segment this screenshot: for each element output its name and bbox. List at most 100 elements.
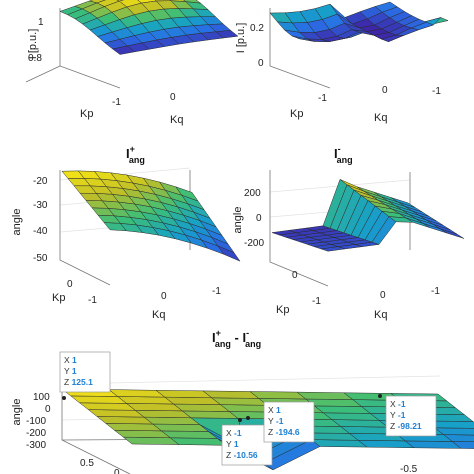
z-tick-5-0: 100 xyxy=(33,392,50,403)
title-4: I-ang xyxy=(334,144,353,165)
title-5-sup2: - xyxy=(246,328,249,338)
z-axis-label-2: I [p.u.] xyxy=(235,23,247,54)
plot-current-magnitude-2: 0.2 0 I [p.u.] -1 0 -1 Kp Kq xyxy=(235,1,449,124)
z-axis-label-1: I [p.u.] xyxy=(27,29,39,60)
title-5-sub2: ang xyxy=(245,339,261,349)
z-tick-4-0: 200 xyxy=(244,188,261,199)
y-tick-4-0: 0 xyxy=(380,290,386,301)
title-5-sub: ang xyxy=(215,339,231,349)
datatip-1[interactable]: X -1Y 1Z -10.56 xyxy=(221,418,273,466)
y-tick-3-0: 0 xyxy=(161,291,167,302)
y-tick-2-1: -1 xyxy=(432,86,441,97)
datatip-0-marker xyxy=(62,396,66,400)
datatip-1-x: X -1 xyxy=(226,428,242,438)
datatip-1-marker xyxy=(238,418,242,422)
z-axis-label-5: angle xyxy=(11,399,23,426)
z-axis-label-3: angle xyxy=(11,209,23,236)
title-4-sup: - xyxy=(338,144,341,154)
z-tick-5-4: -300 xyxy=(26,440,46,451)
datatip-1-y: Y 1 xyxy=(226,439,239,449)
datatip-3-marker xyxy=(378,394,382,398)
x-tick-5-1: 0 xyxy=(114,468,120,474)
x-tick-5-0: 0.5 xyxy=(80,458,94,469)
title-4-main: I xyxy=(334,146,338,161)
datatip-2-marker xyxy=(246,416,250,420)
datatip-0-z: Z 125.1 xyxy=(64,377,93,387)
surface-2-patch-0-7 xyxy=(374,1,398,13)
x-axis-label-1: Kp xyxy=(80,108,93,120)
title-5-sup: + xyxy=(216,328,221,338)
datatip-3[interactable]: X -1Y -1Z -98.21 xyxy=(378,394,437,437)
title-5: I+ ang - I-ang xyxy=(212,328,261,349)
z-tick-5-3: -200 xyxy=(26,428,46,439)
datatip-2-z: Z -194.6 xyxy=(268,427,300,437)
title-4-sub: ang xyxy=(337,155,353,165)
datatip-3-z: Z -98.21 xyxy=(390,421,422,431)
datatip-2-x: X 1 xyxy=(268,405,281,415)
datatip-1-box xyxy=(221,424,273,466)
surface-5-patch-7-7 xyxy=(451,441,474,449)
surface-1-patch-1-3 xyxy=(116,0,125,2)
datatip-0[interactable]: X 1Y 1Z 125.1 xyxy=(59,351,111,400)
datatip-3-box xyxy=(385,395,437,437)
title-5-main: I xyxy=(212,330,216,345)
surface-5-patch-6-7 xyxy=(442,434,474,443)
axis-box-2 xyxy=(269,8,331,89)
surface-mesh-4 xyxy=(271,178,465,252)
datatip-0-x: X 1 xyxy=(64,355,77,365)
x-tick-4-0: 0 xyxy=(292,270,298,281)
datatip-0-box xyxy=(59,351,111,393)
x-tick-1-0: -1 xyxy=(112,97,121,108)
y-tick-5-0: -0.5 xyxy=(400,464,418,474)
grid-back-5 xyxy=(61,375,441,385)
x-axis-label-2: Kp xyxy=(290,108,303,120)
y-axis-label-4: Kq xyxy=(374,309,387,321)
z-tick-5-1: 0 xyxy=(45,404,51,415)
plot-positive-angle: I+ ang -20 -30 -40 -50 angle 0 -1 0 -1 Kp… xyxy=(11,144,241,321)
datatip-0-y: Y 1 xyxy=(64,366,77,376)
datatip-2[interactable]: X 1Y -1Z -194.6 xyxy=(246,401,315,443)
y-axis-label-3: Kq xyxy=(152,309,165,321)
datatip-3-y: Y -1 xyxy=(390,410,406,420)
axis-box-3 xyxy=(59,170,111,286)
z-axis-label-4: angle xyxy=(232,207,244,234)
title-3-sup: + xyxy=(130,144,135,154)
surface-1-patch-0-2 xyxy=(88,0,106,4)
z-tick-5-2: -100 xyxy=(26,416,46,427)
surface-mesh-1 xyxy=(59,0,239,55)
z-tick-1-1: 0.8 xyxy=(28,53,42,64)
datatip-1-z: Z -10.56 xyxy=(226,450,258,460)
plot-angle-difference: I+ ang - I-ang 100 0 -100 -200 -300 angle… xyxy=(11,328,474,474)
x-axis-label-3: Kp xyxy=(52,292,65,304)
y-tick-3-1: -1 xyxy=(212,286,221,297)
surface-4-patch-7-7 xyxy=(439,228,465,239)
axis-box-4 xyxy=(269,170,329,287)
z-tick-3-1: -30 xyxy=(33,200,48,211)
z-tick-3-3: -50 xyxy=(33,253,48,264)
y-axis-label-1: Kq xyxy=(170,114,183,126)
title-3: I+ ang xyxy=(126,144,145,165)
y-tick-2-0: 0 xyxy=(382,85,388,96)
title-5-mid: - I xyxy=(231,330,246,345)
y-axis-label-2: Kq xyxy=(374,112,387,124)
z-tick-4-1: 0 xyxy=(256,213,262,224)
z-tick-3-0: -20 xyxy=(33,176,48,187)
surface-mesh-3 xyxy=(61,170,241,262)
axis-base-1 xyxy=(25,65,61,83)
surface-3-patch-0-7 xyxy=(175,186,199,202)
x-tick-2-0: -1 xyxy=(318,93,327,104)
datatip-2-y: Y -1 xyxy=(268,416,284,426)
y-tick-4-1: -1 xyxy=(431,286,440,297)
z-tick-2-1: 0 xyxy=(258,58,264,69)
title-3-sub: ang xyxy=(129,155,145,165)
x-tick-3-1: -1 xyxy=(88,295,97,306)
datatips: X 1Y 1Z 125.1X -1Y 1Z -10.56X 1Y -1Z -19… xyxy=(59,351,437,466)
datatip-2-box xyxy=(263,401,315,443)
y-tick-1-0: 0 xyxy=(170,92,176,103)
x-tick-3-0: 0 xyxy=(67,279,73,290)
z-tick-1-0: 1 xyxy=(38,17,44,28)
plot-current-magnitude-1: 1 0.8 I [p.u.] -1 0 Kp Kq xyxy=(25,0,239,126)
surface-mesh-2 xyxy=(269,1,449,43)
x-axis-label-4: Kp xyxy=(276,304,289,316)
